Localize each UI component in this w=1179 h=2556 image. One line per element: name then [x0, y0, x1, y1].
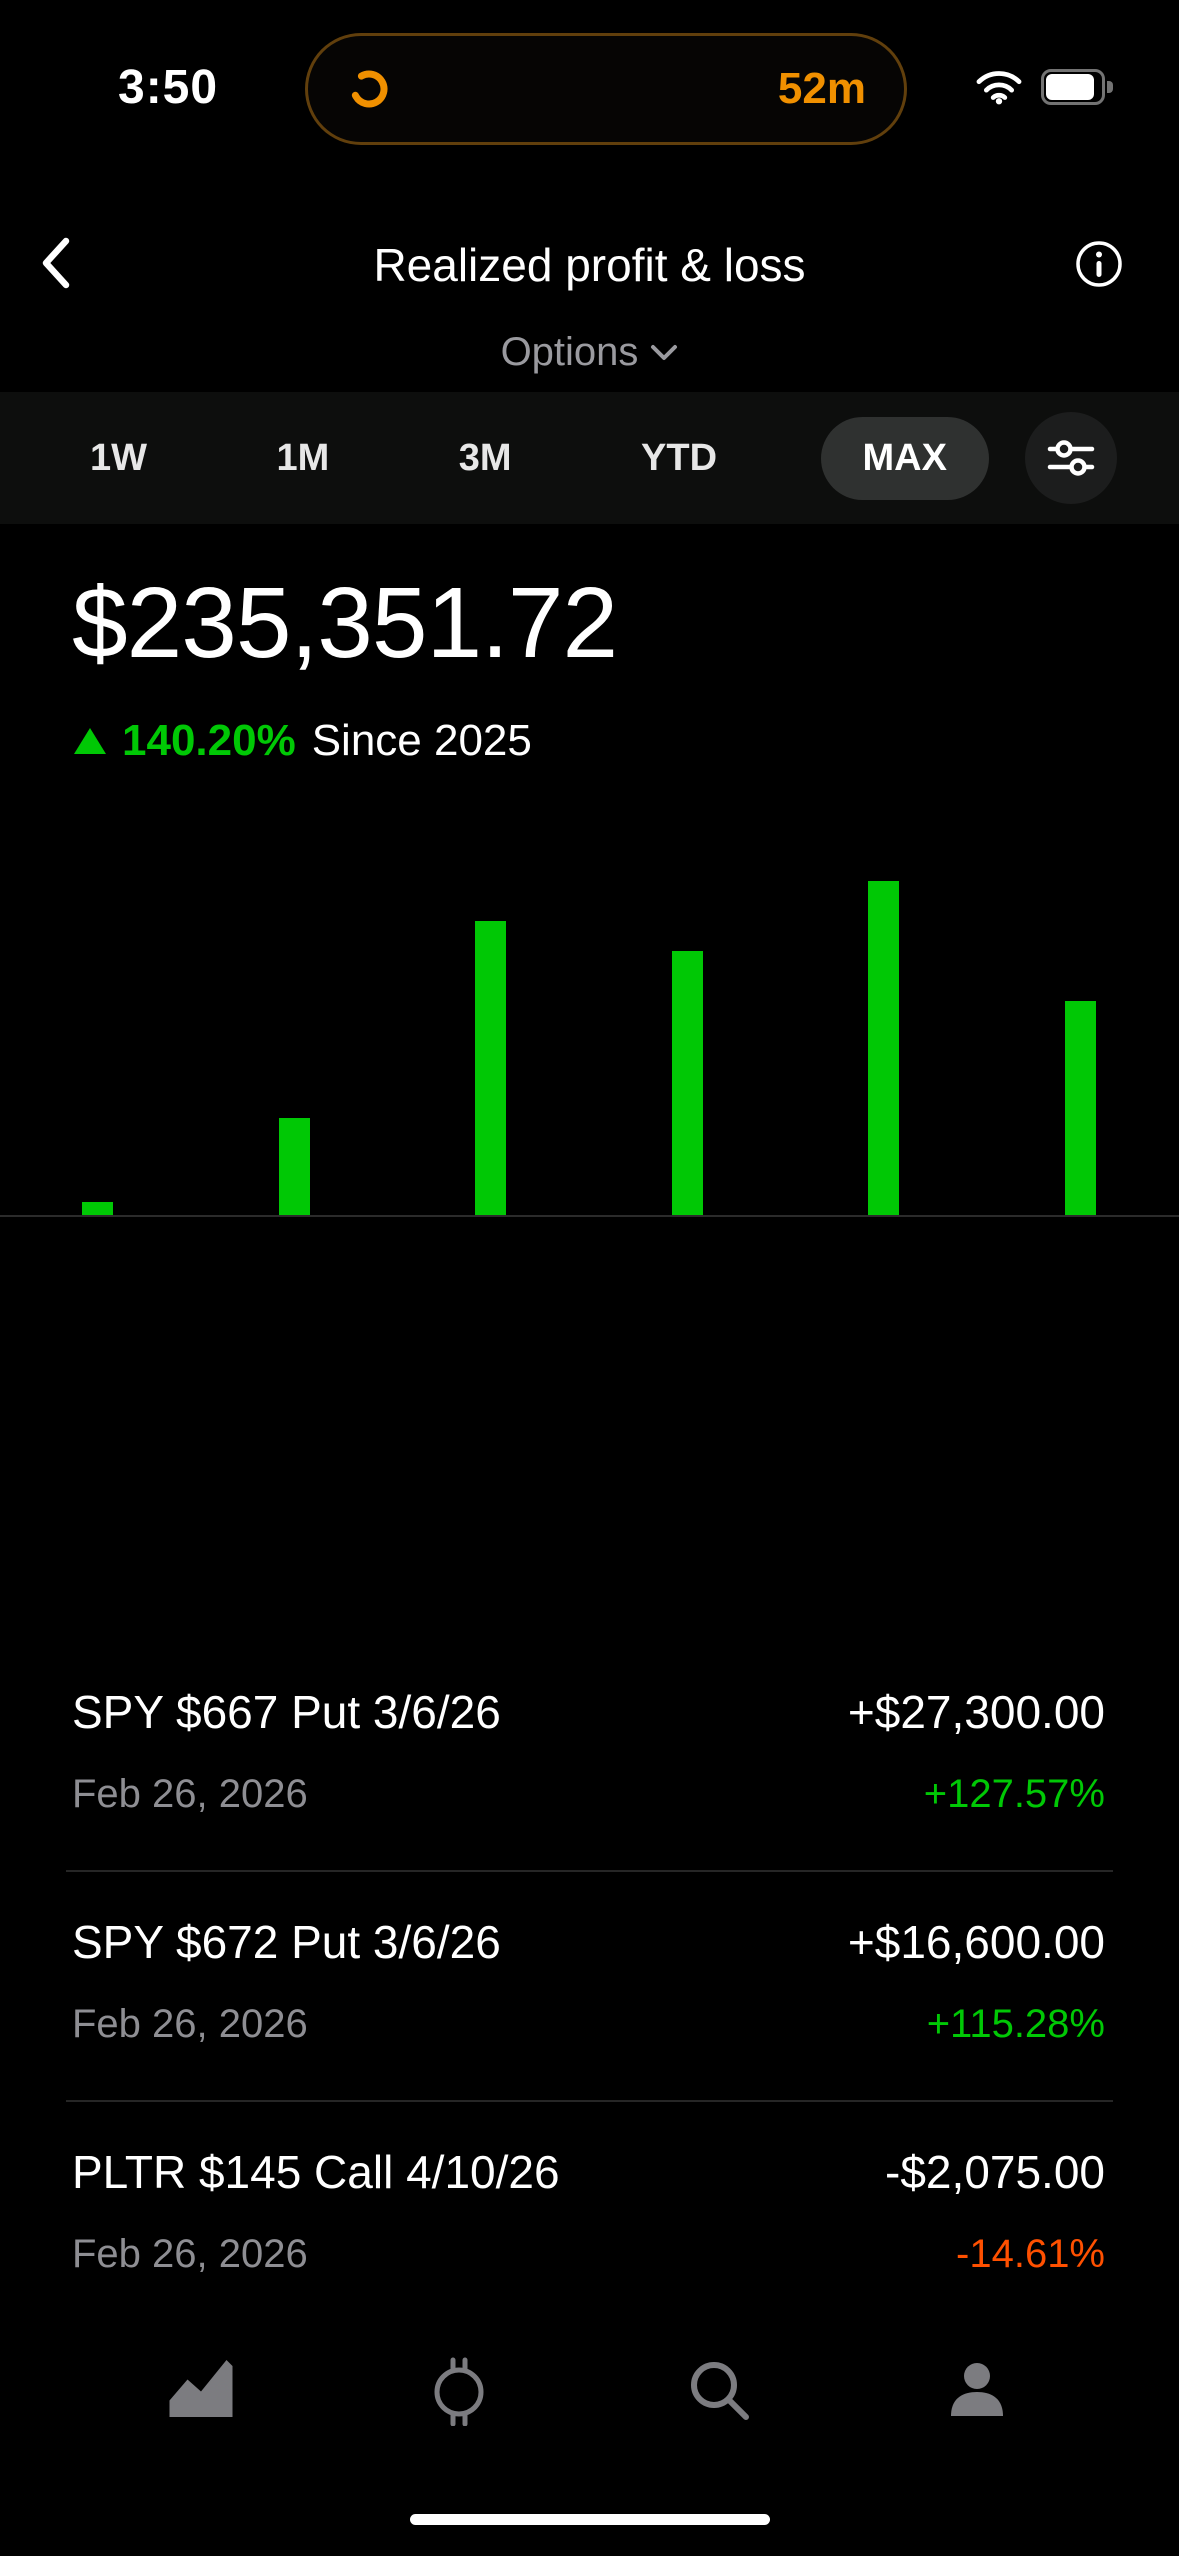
change-caption: Since 2025 — [311, 716, 532, 765]
range-tab-3m[interactable]: 3M — [433, 417, 538, 500]
pnl-bar-chart[interactable] — [0, 880, 1179, 1217]
trade-percent: -14.61% — [956, 2232, 1105, 2276]
trade-date: Feb 26, 2026 — [72, 1772, 308, 1816]
pnl-bar[interactable] — [279, 1118, 310, 1215]
status-time: 3:50 — [118, 61, 219, 114]
investing-tab[interactable] — [151, 2340, 251, 2440]
wifi-icon — [976, 71, 1022, 105]
filter-button[interactable] — [1025, 412, 1117, 504]
range-tab-max[interactable]: MAX — [820, 416, 989, 500]
range-strip: 1W 1M 3M YTD MAX — [0, 392, 1179, 524]
trade-date: Feb 26, 2026 — [72, 2232, 308, 2276]
trade-row[interactable]: PLTR $145 Call 4/10/26 -$2,075.00 Feb 26… — [0, 2145, 1179, 2335]
options-label: Options — [500, 330, 639, 374]
line-chart-icon — [169, 2360, 233, 2417]
back-button[interactable] — [26, 234, 86, 294]
sliders-icon — [1047, 440, 1095, 476]
search-tab[interactable] — [669, 2340, 769, 2440]
change-row: 140.20% Since 2025 — [74, 716, 532, 766]
profile-tab[interactable] — [927, 2340, 1027, 2440]
total-amount: $235,351.72 — [72, 567, 618, 679]
dynamic-island[interactable]: 52m — [305, 33, 907, 145]
trade-date: Feb 26, 2026 — [72, 2002, 308, 2046]
crypto-tab[interactable] — [409, 2340, 509, 2440]
pnl-bar[interactable] — [868, 881, 899, 1215]
divider — [66, 2100, 1113, 2102]
timer-icon — [350, 70, 388, 108]
chevron-down-icon — [651, 344, 678, 360]
triangle-up-icon — [74, 728, 106, 754]
trade-amount: +$16,600.00 — [847, 1916, 1105, 1968]
status-icons — [973, 68, 1117, 106]
pnl-bar[interactable] — [475, 921, 506, 1215]
range-tabs: 1W 1M 3M YTD MAX — [64, 392, 989, 524]
trade-row[interactable]: SPY $667 Put 3/6/26 +$27,300.00 Feb 26, … — [0, 1685, 1179, 1875]
change-percent: 140.20% — [122, 716, 296, 765]
search-icon — [691, 2362, 749, 2420]
trade-title: SPY $667 Put 3/6/26 — [72, 1686, 501, 1738]
page-title: Realized profit & loss — [373, 239, 806, 291]
trade-row[interactable]: SPY $672 Put 3/6/26 +$16,600.00 Feb 26, … — [0, 1915, 1179, 2105]
crypto-coin-icon — [434, 2357, 484, 2426]
trade-amount: +$27,300.00 — [847, 1686, 1105, 1738]
chart-baseline — [0, 1215, 1179, 1217]
divider — [66, 1870, 1113, 1872]
info-icon — [1076, 241, 1122, 287]
chevron-left-icon — [42, 237, 70, 288]
home-indicator[interactable] — [409, 2514, 770, 2525]
range-tab-1w[interactable]: 1W — [64, 417, 173, 500]
trade-percent: +115.28% — [926, 2002, 1105, 2046]
pnl-bar[interactable] — [672, 951, 703, 1215]
options-dropdown[interactable]: Options — [501, 330, 679, 375]
info-button[interactable] — [1073, 238, 1125, 290]
trade-amount: -$2,075.00 — [885, 2146, 1105, 2198]
person-icon — [951, 2363, 1003, 2416]
trade-percent: +127.57% — [923, 1772, 1105, 1816]
trade-title: SPY $672 Put 3/6/26 — [72, 1916, 501, 1968]
battery-icon — [1041, 69, 1117, 105]
pnl-bar[interactable] — [82, 1202, 113, 1215]
trade-title: PLTR $145 Call 4/10/26 — [72, 2146, 560, 2198]
range-tab-ytd[interactable]: YTD — [615, 417, 743, 500]
pnl-bar[interactable] — [1065, 1001, 1096, 1215]
timer-remaining-label: 52m — [777, 64, 866, 113]
range-tab-1m[interactable]: 1M — [250, 417, 355, 500]
